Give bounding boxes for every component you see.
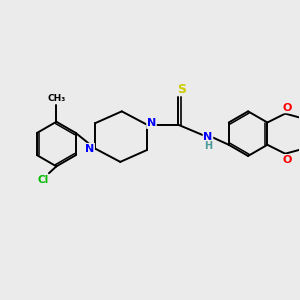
Text: O: O xyxy=(282,155,291,165)
Text: S: S xyxy=(177,82,186,96)
Text: N: N xyxy=(85,143,94,154)
Text: CH₃: CH₃ xyxy=(47,94,65,103)
Text: H: H xyxy=(204,141,212,151)
Text: N: N xyxy=(203,132,213,142)
Text: Cl: Cl xyxy=(38,175,49,185)
Text: N: N xyxy=(147,118,156,128)
Text: O: O xyxy=(282,103,291,112)
